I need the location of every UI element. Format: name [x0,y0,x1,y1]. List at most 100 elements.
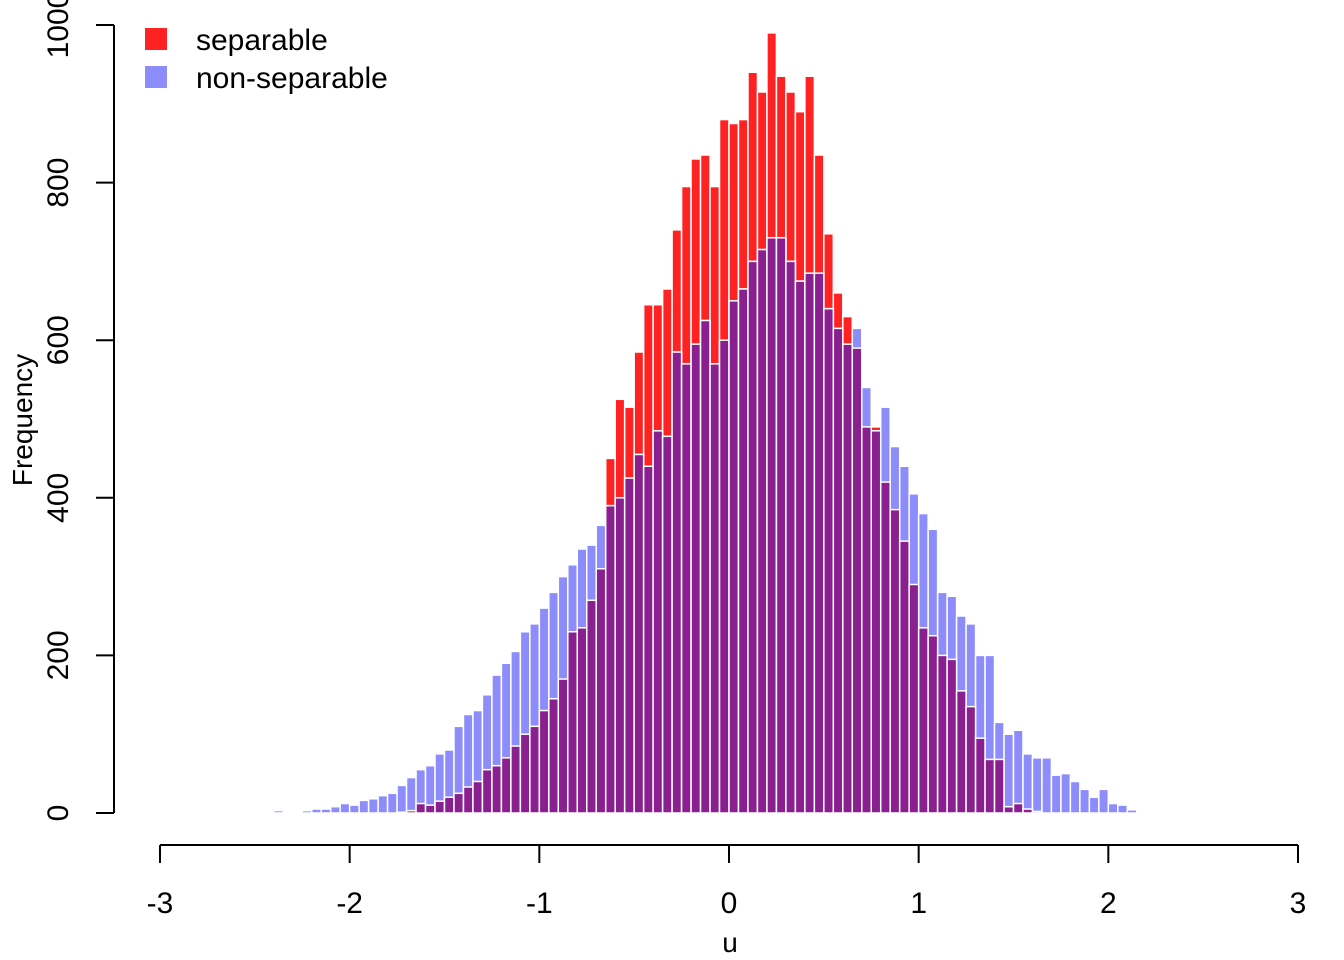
overlap-bar-25 [633,453,645,814]
non-separable-bar-9 [377,794,389,814]
x-tick-label: 1 [910,887,927,920]
overlap-bar-47 [842,343,854,814]
overlap-bar-63 [993,758,1005,814]
overlap-bar-5 [443,796,455,814]
overlap-bar-24 [623,477,635,814]
overlap-bar-26 [642,465,654,814]
overlap-bar-18 [567,631,579,814]
overlap-bar-17 [557,678,569,814]
overlap-bar-46 [832,327,844,814]
overlap-bar-1 [405,809,417,814]
overlap-bar-39 [766,237,778,814]
overlap-bar-43 [804,272,816,814]
x-tick-label: 2 [1100,887,1117,920]
legend-label-non-separable: non-separable [196,62,388,95]
non-separable-bar-82 [1069,780,1081,814]
overlap-bar-50 [870,430,882,814]
overlap-bar-13 [519,733,531,814]
legend-label-separable: separable [196,24,328,57]
overlap-bar-3 [424,804,436,814]
non-separable-bar-88 [1126,809,1138,814]
overlap-bar-27 [652,430,664,814]
non-separable-bar-83 [1079,788,1091,814]
non-separable-bar-7 [358,799,370,814]
overlap-bar-66 [1022,808,1034,814]
x-axis-title: u [722,927,738,958]
y-tick-label: 400 [42,473,75,523]
non-separable-bar-10 [386,792,398,814]
overlap-bar-22 [604,504,616,814]
non-separable-bar-4 [329,805,341,814]
non-separable-bar-85 [1098,788,1110,814]
non-separable-bar-12 [405,776,417,814]
overlap-bar-37 [747,260,759,814]
overlap-bar-35 [728,300,740,814]
overlap-bar-53 [898,540,910,814]
overlap-bar-54 [908,583,920,814]
overlap-bar-52 [889,508,901,814]
overlap-bar-57 [936,654,948,814]
non-separable-bar-0 [273,809,285,814]
y-tick-label: 200 [42,630,75,680]
non-separable-bar-2 [310,808,322,814]
x-tick-label: 3 [1290,887,1307,920]
x-tick-label: -1 [526,887,553,920]
y-tick-label: 800 [42,158,75,208]
overlap-bar-20 [586,599,597,814]
overlap-bar-8 [472,780,484,814]
overlap-bar-4 [434,800,446,814]
overlap-bar-23 [614,497,626,814]
overlap-bar-6 [453,792,465,814]
overlap-bar-7 [462,786,474,814]
non-separable-bar-3 [320,808,332,814]
overlap-bar-14 [529,725,541,814]
overlap-bar-9 [481,768,493,814]
overlap-bar-55 [917,627,929,814]
overlap-bar-48 [851,347,863,814]
overlap-bar-59 [955,690,967,814]
overlap-bar-56 [927,634,939,814]
overlap-bar-33 [709,363,721,814]
non-separable-bar-86 [1107,802,1119,814]
x-tick-label: 0 [721,887,738,920]
overlap-bar-67 [1031,810,1043,814]
non-separable-bar-76 [1012,729,1024,814]
legend: separable non-separable [145,24,388,95]
overlap-bar-12 [510,745,522,814]
overlap-bar-19 [576,627,588,814]
non-separable-bar-78 [1031,757,1043,814]
non-separable-bar-80 [1050,774,1062,814]
non-separable-bar-75 [1003,733,1015,814]
overlap-bar-41 [785,260,797,814]
overlap-bars [396,237,1043,814]
y-tick-label: 600 [42,315,75,365]
overlap-bar-0 [396,811,408,814]
overlap-bar-40 [775,237,787,814]
overlap-bar-38 [756,248,768,814]
overlap-bar-32 [699,319,711,814]
non-separable-bar-11 [396,784,408,814]
overlap-bar-65 [1012,802,1024,814]
overlap-bar-42 [794,280,806,814]
overlap-bar-29 [671,351,683,814]
overlap-bar-15 [538,709,550,814]
non-separable-bar-6 [348,804,360,814]
y-tick-label: 1000 [42,0,75,58]
overlap-bar-45 [823,307,835,814]
overlap-bar-60 [965,705,977,814]
legend-swatch-separable [145,28,167,50]
overlap-bar-28 [661,435,673,814]
overlap-bar-61 [974,737,986,814]
overlap-bar-30 [680,363,692,814]
overlap-bar-49 [861,426,873,814]
non-separable-bar-8 [367,798,379,814]
y-tick-label: 0 [42,805,75,822]
non-separable-bar-84 [1088,796,1100,814]
overlap-bar-2 [415,802,427,814]
non-separable-bar-5 [339,802,351,814]
x-tick-label: -2 [336,887,363,920]
x-tick-label: -3 [147,887,174,920]
overlap-bar-58 [946,658,958,814]
overlap-bar-11 [500,757,512,814]
